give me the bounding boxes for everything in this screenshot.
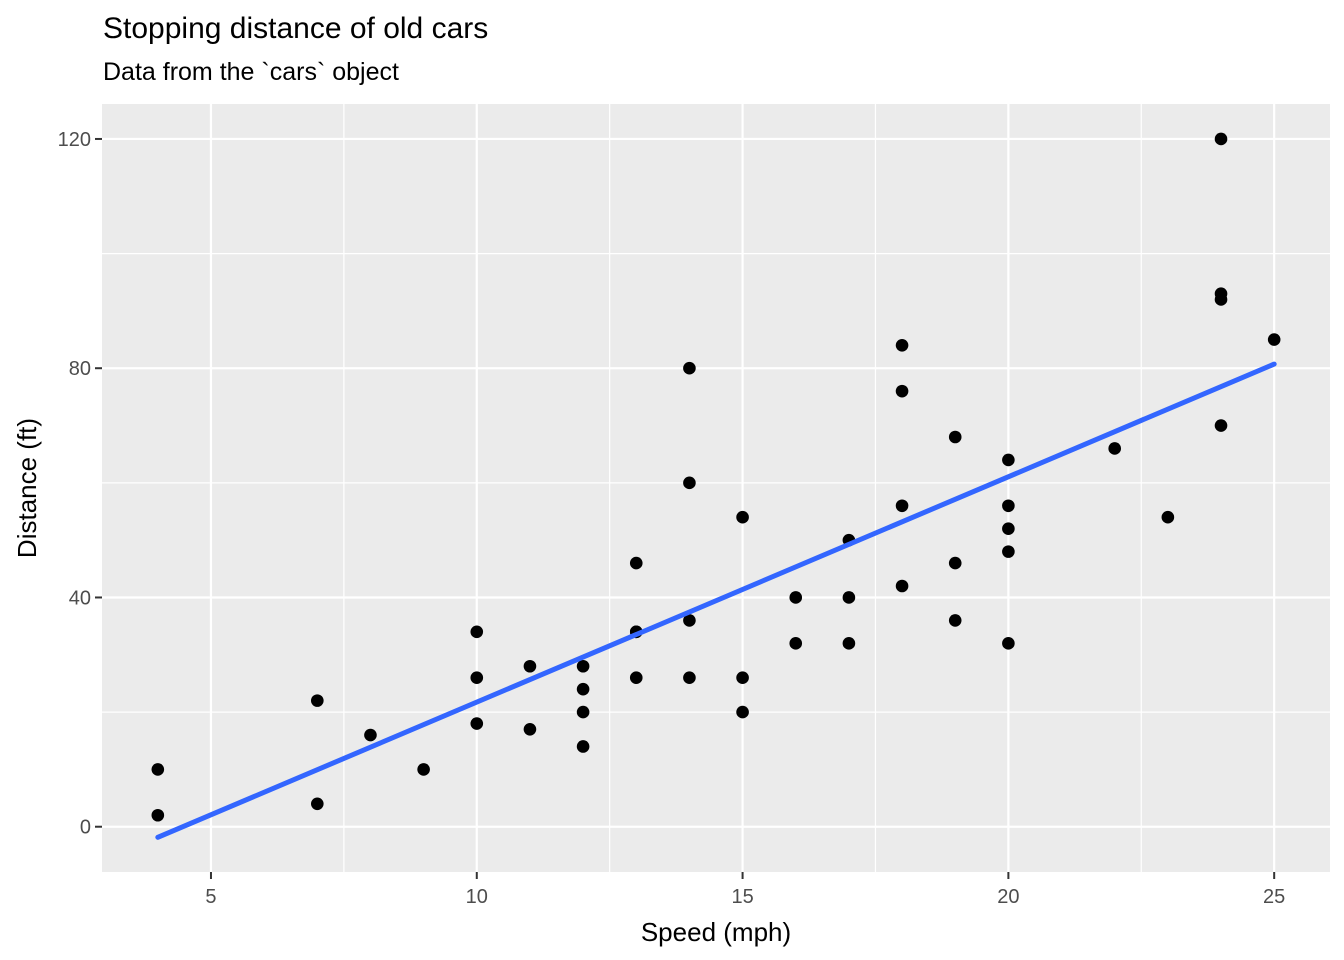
data-point bbox=[789, 637, 803, 650]
data-point bbox=[895, 338, 909, 352]
data-point bbox=[683, 614, 696, 627]
x-tick-label: 25 bbox=[1263, 886, 1285, 908]
data-point bbox=[576, 740, 590, 753]
data-point bbox=[310, 694, 324, 707]
data-point bbox=[417, 763, 430, 776]
y-tick-label: 0 bbox=[80, 817, 91, 839]
x-tick-label: 20 bbox=[997, 886, 1019, 908]
data-point bbox=[1214, 419, 1228, 432]
data-point bbox=[470, 671, 484, 685]
data-point bbox=[1002, 453, 1015, 467]
data-point bbox=[576, 659, 590, 673]
x-axis-title: Speed (mph) bbox=[641, 917, 791, 947]
data-point bbox=[895, 579, 909, 593]
data-point bbox=[683, 476, 696, 490]
x-tick-label: 5 bbox=[205, 886, 216, 908]
y-tick-label: 80 bbox=[69, 358, 91, 380]
data-point bbox=[683, 361, 696, 375]
data-point bbox=[948, 430, 962, 444]
data-point bbox=[470, 625, 484, 639]
y-axis-title: Distance (ft) bbox=[12, 418, 42, 558]
data-point bbox=[736, 510, 749, 524]
data-point bbox=[1002, 545, 1015, 558]
data-point bbox=[948, 556, 962, 570]
data-point bbox=[842, 591, 856, 604]
data-point bbox=[364, 728, 377, 742]
data-point bbox=[1108, 442, 1122, 455]
data-point bbox=[1002, 637, 1015, 650]
data-point bbox=[1161, 510, 1175, 524]
data-point bbox=[310, 797, 324, 811]
data-point bbox=[895, 499, 909, 513]
chart-subtitle: Data from the `cars` object bbox=[103, 58, 399, 86]
data-point bbox=[151, 808, 165, 822]
y-tick-label: 40 bbox=[69, 587, 91, 609]
data-point bbox=[683, 671, 696, 685]
x-tick-label: 15 bbox=[731, 886, 753, 908]
data-point bbox=[842, 637, 856, 650]
data-point bbox=[1002, 499, 1015, 513]
data-point bbox=[470, 717, 484, 730]
data-point bbox=[523, 659, 537, 673]
data-point bbox=[523, 722, 537, 736]
data-point bbox=[895, 384, 909, 398]
regression-line bbox=[155, 361, 1277, 840]
data-point bbox=[576, 705, 590, 719]
chart-title: Stopping distance of old cars bbox=[103, 12, 489, 45]
data-point bbox=[1002, 522, 1015, 535]
data-point bbox=[1214, 132, 1228, 146]
data-point bbox=[1214, 287, 1228, 301]
data-point bbox=[151, 763, 165, 776]
data-point bbox=[736, 705, 749, 719]
chart-layers: 5 10 15 20 25 0 40 80 120 bbox=[58, 104, 1330, 908]
data-point bbox=[629, 671, 643, 685]
data-point bbox=[576, 682, 590, 696]
data-point bbox=[948, 614, 962, 627]
data-point bbox=[629, 556, 643, 570]
y-tick-label: 120 bbox=[58, 129, 91, 151]
plot-panel bbox=[102, 104, 1330, 872]
data-point bbox=[736, 671, 749, 685]
x-tick-label: 10 bbox=[466, 886, 488, 908]
data-point bbox=[1267, 333, 1281, 346]
data-point bbox=[789, 591, 803, 604]
